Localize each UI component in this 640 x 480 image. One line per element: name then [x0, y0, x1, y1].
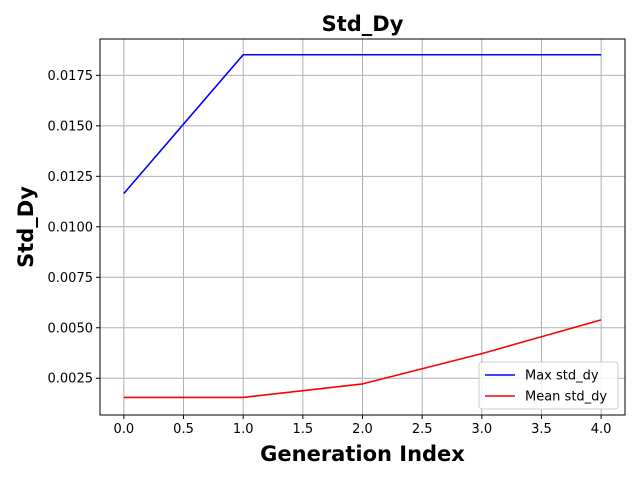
x-tick-label: 0.0: [114, 422, 135, 437]
series-line-1: [123, 53, 602, 195]
x-axis-label: Generation Index: [260, 442, 465, 466]
x-tick-label: 1.5: [292, 422, 313, 437]
y-tick-label: 0.0150: [48, 119, 94, 134]
x-tick-label: 0.5: [173, 422, 194, 437]
y-axis-ticks: 0.0025 0.0050 0.0075 0.0100 0.0125 0.0150 0.01…: [48, 69, 100, 387]
y-axis-label: Std_Dy: [14, 186, 38, 268]
x-tick-label: 2.5: [412, 422, 433, 437]
x-tick-label: 4.0: [591, 422, 612, 437]
series-lines: [123, 53, 602, 399]
x-tick-label: 2.0: [352, 422, 373, 437]
chart-title: Std_Dy: [322, 12, 404, 36]
y-tick-label: 0.0125: [48, 170, 94, 185]
x-tick-label: 3.5: [531, 422, 552, 437]
y-tick-label: 0.0175: [48, 69, 94, 84]
y-tick-label: 0.0075: [48, 271, 94, 286]
x-axis-ticks: 0.0 0.5 1.0 1.5 2.0 2.5 3.0 3.5 4.0: [114, 415, 612, 437]
legend: Max std_dy Mean std_dy: [478, 361, 619, 410]
series-line-2: [123, 319, 602, 399]
y-tick-label: 0.0100: [48, 220, 94, 235]
y-tick-label: 0.0025: [48, 372, 94, 387]
legend-label: Max std_dy: [525, 369, 599, 384]
x-tick-label: 1.0: [233, 422, 254, 437]
legend-label: Mean std_dy: [525, 390, 607, 405]
legend-box: [478, 361, 619, 410]
y-tick-label: 0.0050: [48, 321, 94, 336]
x-tick-label: 3.0: [471, 422, 492, 437]
